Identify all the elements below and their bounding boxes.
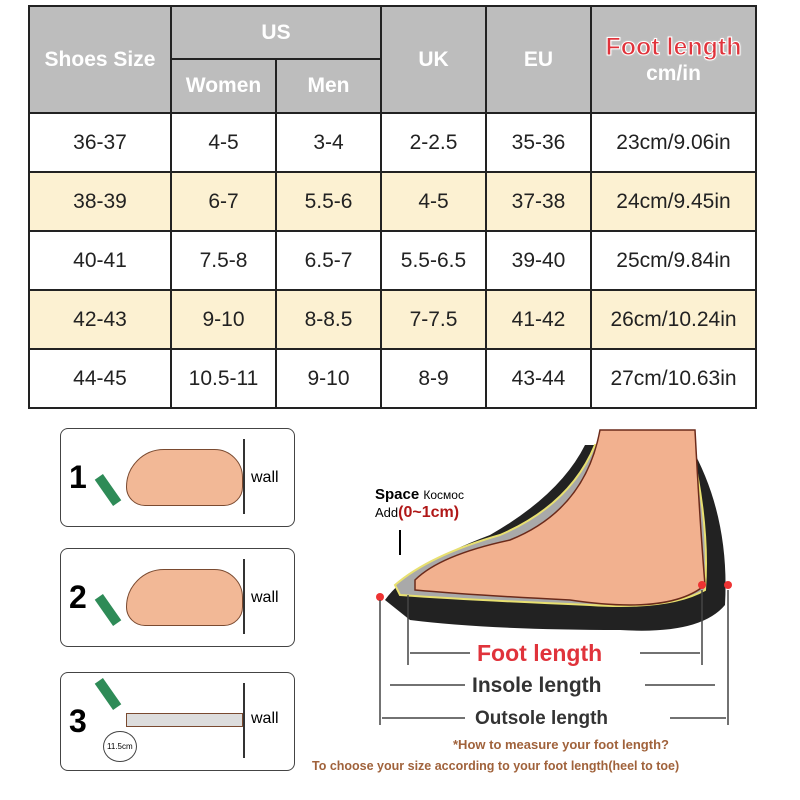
table-cell: 40-41 [28, 230, 172, 291]
pen-icon [94, 474, 122, 506]
measure-step-1: 1 wall [60, 428, 295, 527]
step-number: 2 [69, 579, 87, 615]
table-cell: 27cm/10.63in [590, 348, 757, 409]
header-eu: EU [485, 5, 592, 114]
table-cell: 6-7 [170, 171, 277, 232]
table-cell: 9-10 [170, 289, 277, 350]
table-cell: 39-40 [485, 230, 592, 291]
table-cell: 23cm/9.06in [590, 112, 757, 173]
wall-line [243, 559, 245, 634]
foot-diagram [376, 429, 732, 725]
foot-shape [414, 429, 706, 606]
measure-step-2: 2 wall [60, 548, 295, 647]
table-cell: 25cm/9.84in [590, 230, 757, 291]
table-cell: 36-37 [28, 112, 172, 173]
table-cell: 7.5-8 [170, 230, 277, 291]
wall-line [243, 683, 245, 758]
wall-label: wall [251, 589, 279, 606]
header-shoes-size: Shoes Size [28, 5, 172, 114]
table-row: 40-41 7.5-8 6.5-7 5.5-6.5 39-40 25cm/9.84in [28, 230, 757, 291]
header-uk: UK [380, 5, 487, 114]
table-cell: 26cm/10.24in [590, 289, 757, 350]
size-chart-table: Shoes Size US UK EU Foot length cm/in Wom… [28, 5, 757, 409]
table-cell: 42-43 [28, 289, 172, 350]
foot-length-title: Foot length [605, 33, 742, 62]
wall-line [243, 439, 245, 514]
unit: cm/in [646, 61, 701, 85]
table-cell: 44-45 [28, 348, 172, 409]
step-number: 3 [69, 703, 87, 739]
ruler-label: 11.5cm [103, 731, 137, 762]
pen-icon [94, 594, 122, 626]
table-cell: 4-5 [380, 171, 487, 232]
add-label: Add(0~1cm) [375, 504, 460, 521]
foot-icon [126, 713, 243, 727]
table-cell: 9-10 [275, 348, 382, 409]
table-cell: 38-39 [28, 171, 172, 232]
table-cell: 5.5-6 [275, 171, 382, 232]
foot-icon [126, 449, 243, 506]
table-cell: 35-36 [485, 112, 592, 173]
table-cell: 41-42 [485, 289, 592, 350]
table-row: 36-37 4-5 3-4 2-2.5 35-36 23cm/9.06in [28, 112, 757, 173]
foot-length-label: Foot length [477, 640, 603, 666]
wall-label: wall [251, 469, 279, 486]
how-to-measure-note: *How to measure your foot length? [453, 737, 669, 752]
step-number: 1 [69, 459, 87, 495]
space-label: Space Космос [375, 486, 464, 503]
header-women: Women [170, 58, 277, 114]
table-row: 42-43 9-10 8-8.5 7-7.5 41-42 26cm/10.24in [28, 289, 757, 350]
wall-label: wall [251, 710, 279, 727]
pen-icon [94, 678, 122, 710]
table-cell: 2-2.5 [380, 112, 487, 173]
table-cell: 3-4 [275, 112, 382, 173]
table-cell: 8-9 [380, 348, 487, 409]
header-men: Men [275, 58, 382, 114]
table-cell: 10.5-11 [170, 348, 277, 409]
table-cell: 7-7.5 [380, 289, 487, 350]
table-cell: 24cm/9.45in [590, 171, 757, 232]
table-row: 38-39 6-7 5.5-6 4-5 37-38 24cm/9.45in [28, 171, 757, 232]
choose-size-note: To choose your size according to your fo… [312, 759, 680, 773]
outsole-length-label: Outsole length [475, 708, 608, 729]
insole-length-label: Insole length [472, 674, 602, 697]
table-cell: 37-38 [485, 171, 592, 232]
table-cell: 6.5-7 [275, 230, 382, 291]
table-row: 44-45 10.5-11 9-10 8-9 43-44 27cm/10.63in [28, 348, 757, 409]
table-cell: 5.5-6.5 [380, 230, 487, 291]
header-foot-length: Foot length cm/in [590, 5, 757, 114]
foot-icon [126, 569, 243, 626]
measure-step-3: 3 wall 11.5cm [60, 672, 295, 771]
table-cell: 43-44 [485, 348, 592, 409]
header-us: US [170, 5, 382, 60]
table-cell: 4-5 [170, 112, 277, 173]
table-cell: 8-8.5 [275, 289, 382, 350]
